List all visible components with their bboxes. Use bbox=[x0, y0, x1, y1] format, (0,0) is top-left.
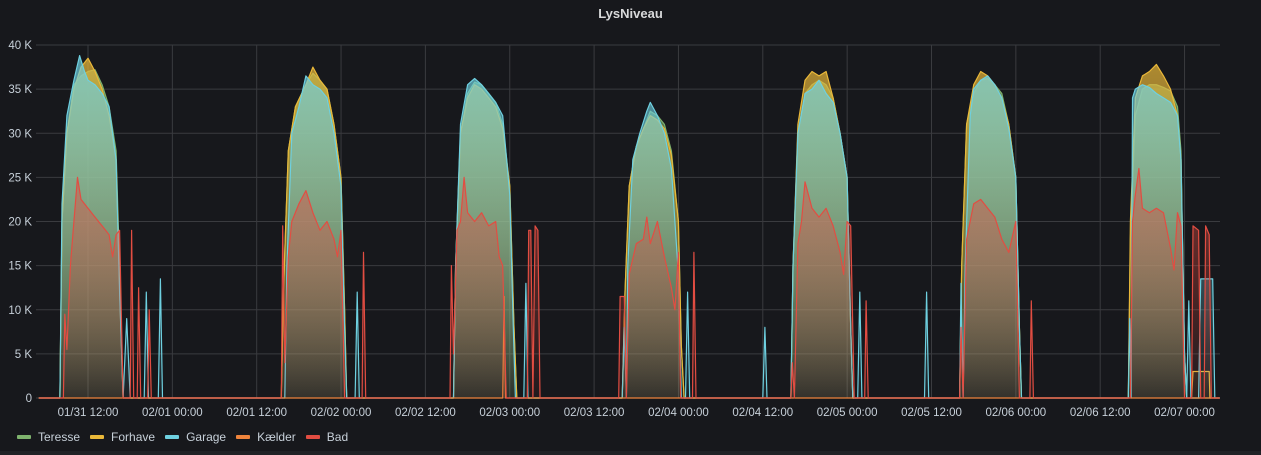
legend-swatch-icon bbox=[165, 435, 180, 439]
x-tick-label: 02/01 00:00 bbox=[142, 407, 203, 419]
panel-title[interactable]: LysNiveau bbox=[598, 6, 663, 21]
legend-swatch-icon bbox=[17, 435, 31, 439]
chart-plot-area[interactable]: 0 5 K 10 K 15 K 20 K 25 K 30 K 35 K 40 K 01/31 1… bbox=[0, 0, 1261, 430]
series-line bbox=[38, 57, 1220, 399]
y-tick-label: 0 bbox=[26, 393, 32, 405]
legend-label: Forhave bbox=[111, 430, 156, 444]
legend-swatch-icon bbox=[90, 435, 105, 439]
legend-label: Garage bbox=[186, 430, 227, 444]
x-tick-label: 02/06 00:00 bbox=[985, 407, 1046, 419]
y-tick-label: 35 K bbox=[8, 84, 32, 96]
chart-legend: Teresse Forhave Garage Kælder Bad bbox=[17, 430, 358, 444]
x-tick-label: 02/01 12:00 bbox=[226, 407, 287, 419]
legend-swatch-icon bbox=[305, 435, 320, 439]
legend-item-forhave[interactable]: Forhave bbox=[90, 430, 155, 444]
x-tick-label: 02/02 12:00 bbox=[395, 407, 456, 419]
y-tick-label: 10 K bbox=[8, 305, 32, 317]
x-tick-label: 02/06 12:00 bbox=[1070, 407, 1131, 419]
legend-swatch-icon bbox=[236, 435, 251, 439]
x-tick-label: 02/02 00:00 bbox=[311, 407, 372, 419]
x-tick-label: 02/05 12:00 bbox=[901, 407, 962, 419]
legend-item-garage[interactable]: Garage bbox=[165, 430, 226, 444]
y-tick-label: 5 K bbox=[15, 349, 33, 361]
x-tick-label: 02/03 12:00 bbox=[564, 407, 625, 419]
y-tick-label: 15 K bbox=[8, 261, 32, 273]
x-tick-label: 02/05 00:00 bbox=[817, 407, 878, 419]
panel-bottom-border bbox=[0, 451, 1261, 455]
y-tick-label: 20 K bbox=[8, 217, 32, 229]
y-tick-label: 30 K bbox=[8, 128, 32, 140]
series-bad bbox=[38, 167, 1220, 399]
legend-label: Kælder bbox=[257, 430, 296, 444]
y-tick-label: 40 K bbox=[8, 40, 32, 52]
x-tick-label: 02/04 12:00 bbox=[732, 407, 793, 419]
chart-series bbox=[38, 55, 1220, 399]
x-tick-label: 01/31 12:00 bbox=[58, 407, 119, 419]
x-tick-label: 02/03 00:00 bbox=[479, 407, 540, 419]
x-tick-label: 02/07 00:00 bbox=[1154, 407, 1215, 419]
x-tick-label: 02/04 00:00 bbox=[648, 407, 709, 419]
y-axis: 0 5 K 10 K 15 K 20 K 25 K 30 K 35 K 40 K bbox=[8, 40, 32, 405]
legend-label: Teresse bbox=[38, 430, 81, 444]
legend-item-teresse[interactable]: Teresse bbox=[17, 430, 80, 444]
legend-item-bad[interactable]: Bad bbox=[305, 430, 349, 444]
x-axis: 01/31 12:00 02/01 00:00 02/01 12:00 02/02 0… bbox=[58, 407, 1215, 419]
legend-item-kælder[interactable]: Kælder bbox=[236, 430, 296, 444]
y-tick-label: 25 K bbox=[8, 172, 32, 184]
legend-label: Bad bbox=[326, 430, 349, 444]
series-line bbox=[38, 167, 1220, 399]
